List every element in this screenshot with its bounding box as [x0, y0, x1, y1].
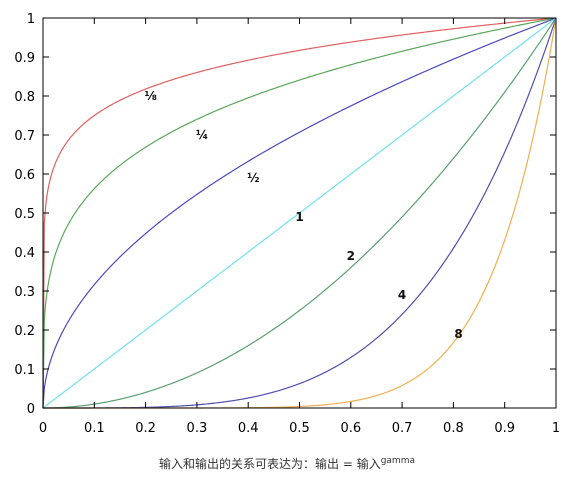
series-line-1 [42, 17, 557, 409]
ticks-layer: 0 0.1 0.2 0.3 0.4 0.5 0.6 0.7 0.8 0.9 1 0 0.1 0.2 0.3 0… [14, 12, 560, 436]
series-line-4 [42, 17, 557, 409]
y-tick-label: 0.5 [14, 207, 35, 222]
x-tick-label: 0.4 [238, 421, 259, 436]
series-label-7: 8 [454, 327, 462, 341]
y-tick-label: 0 [27, 402, 35, 417]
x-tick-label: 0.2 [135, 421, 156, 436]
series-label-5: 2 [347, 249, 355, 263]
y-tick-label: 0.6 [14, 168, 35, 183]
caption-text: 输入和输出的关系可表达为：输出 = 输入 [159, 457, 381, 471]
y-tick-label: 0.2 [14, 324, 35, 339]
y-tick-label: 0.9 [14, 51, 35, 66]
x-tick-label: 1 [552, 421, 560, 436]
series-label-3: ½ [247, 171, 259, 185]
chart-caption: 输入和输出的关系可表达为：输出 = 输入gamma [0, 455, 574, 472]
gamma-chart: 0 0.1 0.2 0.3 0.4 0.5 0.6 0.7 0.8 0.9 1 0 0.1 0.2 0.3 0… [14, 12, 560, 436]
x-tick-label: 0.5 [289, 421, 310, 436]
y-tick-label: 0.8 [14, 90, 35, 105]
x-tick-label: 0.3 [187, 421, 208, 436]
x-tick-label: 0.9 [494, 421, 515, 436]
x-tick-label: 0 [39, 421, 47, 436]
caption-superscript: gamma [380, 456, 415, 466]
y-tick-label: 1 [27, 12, 35, 27]
series-line-2 [42, 17, 557, 409]
y-tick-label: 0.7 [14, 129, 35, 144]
y-tick-label: 0.3 [14, 285, 35, 300]
series-label-2: ¼ [196, 128, 208, 142]
y-tick-label: 0.4 [14, 246, 35, 261]
series-line-5 [43, 17, 557, 409]
series-line-3 [42, 17, 557, 409]
series-label-4: 1 [295, 210, 303, 224]
x-tick-label: 0.6 [340, 421, 361, 436]
x-tick-label: 0.8 [443, 421, 464, 436]
y-tick-label: 0.1 [14, 363, 35, 378]
x-tick-label: 0.1 [84, 421, 105, 436]
x-tick-label: 0.7 [392, 421, 413, 436]
curve-labels-layer: ⅛ ¼ ½ 1 2 4 8 [145, 89, 463, 341]
series-label-1: ⅛ [145, 89, 157, 103]
series-label-6: 4 [398, 288, 406, 302]
